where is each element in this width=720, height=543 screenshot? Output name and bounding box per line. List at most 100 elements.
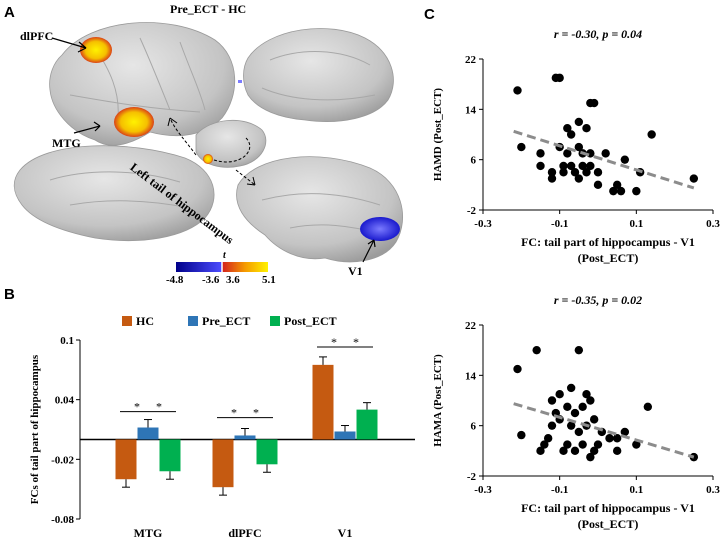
data-point-26: [589, 98, 599, 108]
data-point-4: [547, 168, 557, 177]
y-tick-label-3: 22: [465, 320, 477, 332]
fit-line: [513, 129, 695, 190]
data-point-32: [616, 186, 626, 196]
data-point-25: [586, 396, 595, 405]
data-point-2: [536, 161, 545, 171]
bar-V1-Pre_ECT: [334, 431, 356, 440]
data-point-27: [593, 180, 603, 190]
label-dlpfc: dlPFC: [20, 29, 54, 43]
data-point-36: [647, 130, 656, 139]
x-tick-label-0: -0.3: [474, 484, 492, 496]
data-point-16: [570, 408, 580, 418]
x-tick-label-1: dlPFC: [228, 526, 261, 540]
data-point-11: [559, 446, 568, 456]
data-point-33: [620, 155, 630, 164]
bar-MTG-HC: [115, 439, 137, 480]
y-tick-label-1: -0.02: [51, 454, 74, 466]
y-tick-label-2: 14: [465, 104, 477, 116]
data-point-13: [563, 402, 572, 411]
colorbar-tick-3: 5.1: [262, 274, 276, 286]
data-point-11: [563, 124, 572, 133]
data-point-35: [643, 402, 653, 411]
mtg-cluster: [114, 107, 154, 137]
colorbar-cold: [176, 262, 222, 272]
y-tick-label-1: 6: [471, 155, 477, 167]
hippocampus-cluster: [203, 154, 213, 164]
colorbar-hot: [222, 262, 268, 272]
data-point-0: [513, 86, 522, 95]
x-tick-label-2: 0.1: [629, 484, 643, 496]
y-axis-label: HAMA (Post_ECT): [432, 354, 444, 447]
sig-star-3: *: [253, 406, 259, 420]
sig-star-1: *: [156, 400, 162, 414]
legend-swatch-1: [188, 316, 198, 326]
data-point-0: [513, 364, 522, 374]
legend-label-2: Post_ECT: [284, 314, 337, 328]
data-point-12: [563, 149, 572, 158]
data-point-18: [574, 174, 584, 183]
sig-star-0: *: [134, 400, 140, 414]
dlpfc-cluster: [80, 37, 112, 63]
data-point-6: [547, 396, 557, 405]
panel-label-a: A: [4, 4, 15, 21]
x-tick-label-3: 0.3: [706, 218, 720, 230]
data-point-34: [632, 186, 641, 196]
y-tick-label-2: 14: [465, 370, 477, 382]
data-point-21: [578, 440, 587, 449]
sig-star-4: *: [331, 335, 337, 349]
legend-swatch-2: [270, 316, 280, 326]
data-point-5: [547, 174, 557, 183]
data-point-28: [593, 168, 603, 177]
bar-MTG-Pre_ECT: [137, 427, 159, 440]
data-point-3: [536, 446, 545, 456]
data-point-1: [517, 142, 526, 152]
y-axis-label: HAMD (Post_ECT): [432, 88, 444, 182]
brain-inset: [195, 119, 267, 168]
data-point-29: [601, 149, 610, 158]
sig-star-2: *: [231, 406, 237, 420]
bar-dlPFC-Post_ECT: [256, 439, 278, 465]
brain-right-lateral: [236, 156, 404, 263]
brain-right-medial: [243, 28, 394, 122]
data-point-7: [547, 421, 557, 430]
legend-swatch-0: [122, 316, 132, 326]
data-point-10: [559, 161, 568, 171]
data-point-9: [559, 168, 568, 177]
x-tick-label-3: 0.3: [706, 484, 720, 496]
data-point-33: [620, 427, 630, 437]
x-tick-label-1: -0.1: [551, 484, 568, 496]
x-axis-label: FC: tail part of hippocampus - V1: [521, 501, 695, 515]
data-point-2: [532, 345, 541, 355]
bar-MTG-Post_ECT: [159, 439, 181, 472]
bar-dlPFC-HC: [212, 439, 234, 488]
brain-left-medial: [13, 145, 215, 242]
data-point-31: [612, 446, 622, 456]
data-point-28: [593, 440, 603, 449]
data-point-26: [589, 446, 599, 456]
x-tick-label-2: V1: [338, 526, 353, 540]
data-point-30: [609, 186, 618, 196]
scatter-title: r = -0.30, p = 0.04: [554, 27, 642, 41]
data-point-16: [574, 117, 584, 127]
data-point-14: [566, 130, 576, 139]
y-tick-label-2: 0.04: [55, 395, 75, 407]
data-point-3: [536, 149, 545, 158]
data-point-7: [555, 73, 564, 83]
data-point-20: [578, 402, 587, 411]
data-point-17: [570, 446, 580, 456]
x-tick-label-1: -0.1: [551, 218, 568, 230]
sig-star-5: *: [353, 335, 359, 349]
x-tick-label-0: MTG: [134, 526, 163, 540]
panel-label-b: B: [4, 286, 15, 303]
data-point-1: [517, 430, 526, 440]
x-tick-label-0: -0.3: [474, 218, 492, 230]
data-point-20: [578, 161, 587, 171]
data-point-31: [612, 180, 622, 190]
data-point-25: [586, 161, 595, 171]
label-mtg: MTG: [52, 136, 81, 150]
data-point-27: [589, 415, 599, 424]
label-v1: V1: [348, 264, 363, 278]
data-point-14: [566, 421, 576, 430]
data-point-12: [563, 440, 572, 449]
data-point-22: [582, 168, 591, 177]
